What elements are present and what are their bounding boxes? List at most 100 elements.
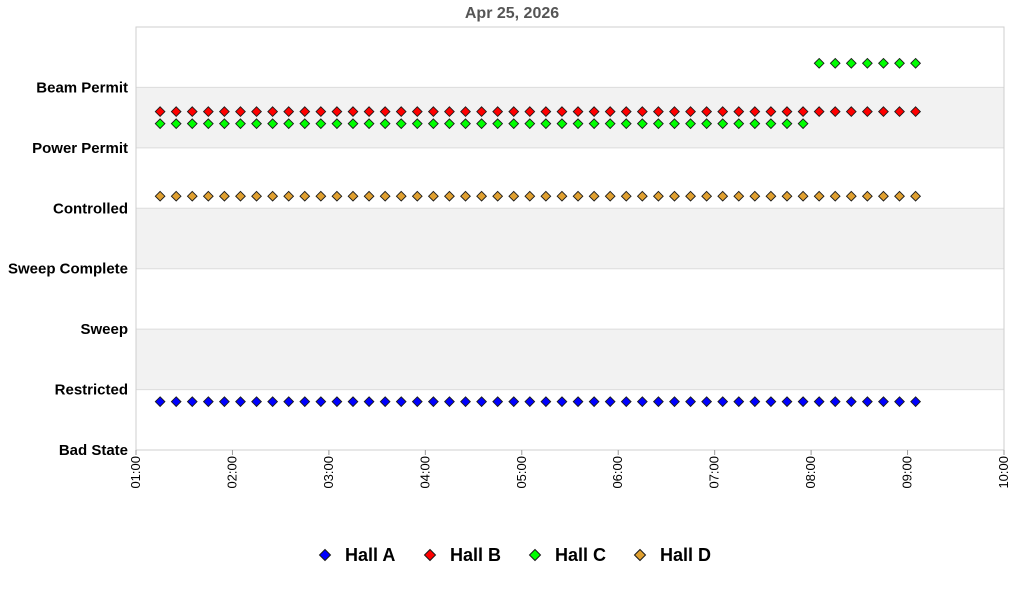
data-point-hall-b [797, 106, 809, 118]
y-category-label: Sweep [80, 321, 128, 338]
plot-band [136, 268, 1004, 330]
data-point-hall-b [894, 106, 905, 118]
data-point-hall-a [620, 396, 632, 408]
data-point-hall-d [685, 190, 696, 202]
data-point-hall-d [669, 190, 680, 202]
legend-label: Hall A [345, 545, 395, 565]
data-point-hall-c [685, 118, 696, 130]
data-point-hall-c [910, 57, 922, 69]
data-point-hall-c [363, 118, 375, 130]
data-point-hall-b [492, 106, 504, 118]
data-point-hall-a [363, 396, 375, 408]
plot-band [136, 329, 1004, 390]
data-point-hall-d [910, 190, 922, 202]
data-point-hall-a [572, 396, 584, 408]
data-point-hall-d [508, 190, 520, 202]
data-point-hall-c [460, 118, 471, 130]
legend-marker [528, 548, 542, 562]
data-point-hall-c [861, 57, 873, 69]
data-point-hall-b [765, 106, 777, 118]
data-point-hall-d [797, 190, 809, 202]
data-point-hall-a [476, 396, 488, 408]
data-point-hall-b [878, 106, 889, 118]
x-tick-label: 03:00 [321, 456, 336, 489]
data-point-hall-d [717, 190, 729, 202]
data-point-hall-a [701, 396, 713, 408]
data-point-hall-a [411, 396, 423, 408]
data-point-hall-a [267, 396, 279, 408]
data-point-hall-b [845, 106, 857, 118]
data-point-hall-d [652, 190, 664, 202]
data-point-hall-d [749, 190, 761, 202]
data-point-hall-b [170, 106, 182, 118]
data-point-hall-c [540, 118, 552, 130]
data-point-hall-d [620, 190, 632, 202]
data-point-hall-a [797, 396, 809, 408]
x-tick-label: 05:00 [514, 456, 529, 489]
data-point-hall-c [186, 118, 198, 130]
data-point-hall-d [186, 190, 198, 202]
data-point-hall-d [347, 190, 359, 202]
data-point-hall-c [347, 118, 359, 130]
data-point-hall-d [427, 190, 439, 202]
data-points [154, 57, 922, 408]
y-axis-labels: Bad State Restricted Sweep Sweep Complete Co… [8, 79, 128, 459]
chart-title: Apr 25, 2026 [465, 5, 559, 22]
data-point-hall-c [235, 118, 246, 130]
data-point-hall-b [379, 106, 391, 118]
data-point-hall-b [395, 106, 407, 118]
data-point-hall-a [524, 396, 536, 408]
data-point-hall-b [829, 106, 841, 118]
data-point-hall-a [765, 396, 777, 408]
x-tick-label: 01:00 [128, 456, 143, 489]
data-point-hall-d [154, 190, 166, 202]
data-point-hall-a [202, 396, 214, 408]
data-point-hall-d [861, 190, 873, 202]
data-point-hall-c [283, 118, 295, 130]
data-point-hall-c [845, 57, 857, 69]
legend-label: Hall B [450, 545, 501, 565]
data-point-hall-c [765, 118, 777, 130]
data-point-hall-c [331, 118, 343, 130]
data-point-hall-b [202, 106, 214, 118]
legend-label: Hall C [555, 545, 606, 565]
data-point-hall-a [588, 396, 600, 408]
data-point-hall-a [235, 396, 246, 408]
data-point-hall-b [427, 106, 439, 118]
data-point-hall-a [669, 396, 680, 408]
x-axis-ticks: 01:00 02:00 03:00 04:00 05:00 06:00 07:00 08:00… [128, 450, 1011, 489]
data-point-hall-a [604, 396, 616, 408]
data-point-hall-c [427, 118, 439, 130]
x-tick-label: 04:00 [417, 456, 432, 489]
plot-band [136, 389, 1004, 450]
data-point-hall-d [765, 190, 777, 202]
data-point-hall-a [813, 396, 825, 408]
data-point-hall-d [411, 190, 423, 202]
data-point-hall-c [701, 118, 713, 130]
data-point-hall-c [218, 118, 230, 130]
data-point-hall-a [444, 396, 455, 408]
data-point-hall-d [604, 190, 616, 202]
data-point-hall-c [202, 118, 214, 130]
data-point-hall-b [861, 106, 873, 118]
data-point-hall-d [636, 190, 648, 202]
data-point-hall-c [395, 118, 407, 130]
data-point-hall-c [170, 118, 182, 130]
data-point-hall-a [508, 396, 520, 408]
x-tick-label: 08:00 [803, 456, 818, 489]
data-point-hall-b [267, 106, 279, 118]
data-point-hall-b [524, 106, 536, 118]
data-point-hall-d [283, 190, 295, 202]
data-point-hall-a [331, 396, 343, 408]
data-point-hall-d [572, 190, 584, 202]
data-point-hall-a [894, 396, 905, 408]
data-point-hall-d [813, 190, 825, 202]
data-point-hall-d [202, 190, 214, 202]
data-point-hall-a [636, 396, 648, 408]
data-point-hall-d [363, 190, 375, 202]
data-point-hall-c [444, 118, 455, 130]
data-point-hall-a [878, 396, 889, 408]
data-point-hall-d [878, 190, 889, 202]
data-point-hall-b [572, 106, 584, 118]
